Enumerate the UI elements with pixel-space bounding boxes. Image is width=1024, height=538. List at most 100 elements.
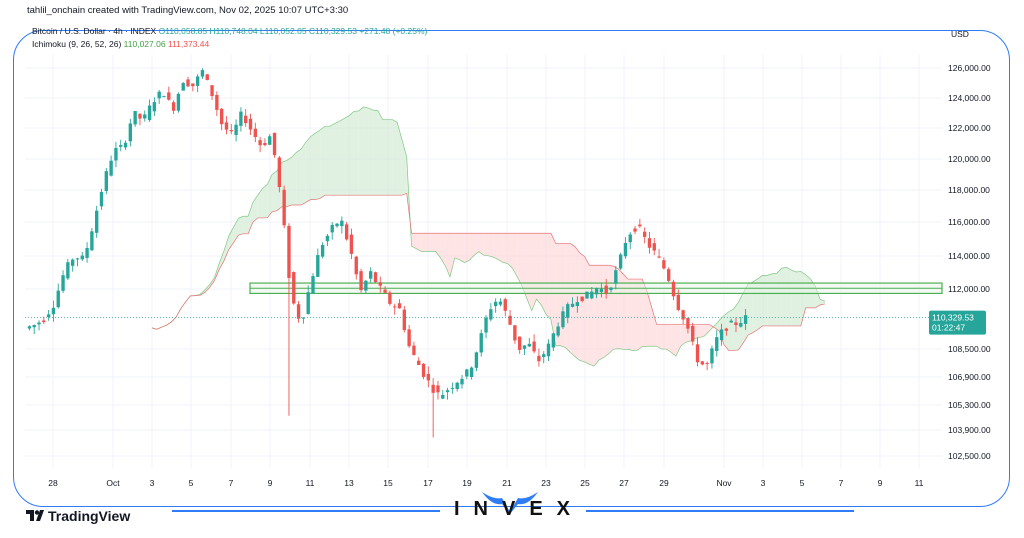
indicator-value-2: 111,373.44 [167,39,210,49]
candle-body [32,325,36,328]
y-tick-label: 124,000.00 [948,93,991,103]
tradingview-logo-text: TradingView [48,508,131,524]
kumo-segment [248,202,253,234]
x-tick-label: 9 [268,478,273,488]
y-tick-label: 122,000.00 [948,123,991,133]
x-tick-label: 5 [189,478,194,488]
candle-body [99,191,104,207]
y-tick-label: 120,000.00 [948,154,991,164]
kumo-segment [349,111,354,196]
candle-body [200,70,205,77]
candle-body [743,315,748,324]
candle-body [292,272,296,304]
candle-body [181,83,185,91]
kumo-segment [353,110,359,196]
kumo-segment [685,324,691,343]
kumo-segment [517,233,523,287]
kumo-segment [416,233,422,252]
kumo-segment [334,121,340,196]
kumo-segment [522,233,527,299]
kumo-segment [262,184,268,218]
currency-label[interactable]: USD [951,29,969,39]
kumo-segment [478,233,484,256]
candle-body [618,254,623,269]
candle-body [219,108,224,125]
candle-body [715,337,719,351]
candle-body [407,329,411,347]
y-tick-label: 116,000.00 [948,217,990,227]
kumo-segment [647,291,652,347]
candle-body [518,336,522,350]
x-tick-label: 23 [541,478,551,488]
candle-body [56,290,60,308]
kumo-segment [608,265,614,354]
candle-body [224,122,229,130]
candle-body [445,390,450,393]
candle-body [104,171,108,192]
kumo-segment [560,243,566,348]
y-tick-label: 112,000.00 [948,284,990,294]
kumo-segment [377,110,383,196]
kumo-segment [224,235,229,261]
candle-body [604,285,608,294]
kumo-segment [565,243,571,353]
candle-body [191,83,195,87]
candle-body [575,302,580,307]
kumo-segment [469,233,475,261]
candle-body [383,289,387,293]
watermark-line-right [586,510,854,512]
candle-body [325,235,330,242]
candle-body [186,79,190,87]
candle-body [287,225,291,278]
candle-body [542,354,546,358]
indicator-name[interactable]: Ichimoku (9, 26, 52, 26) [32,39,122,49]
candle-body [465,369,469,377]
symbol-name[interactable]: Bitcoin / U.S. Dollar · 4h · INDEX [32,26,157,36]
candle-body [700,361,705,365]
candle-body [253,128,257,138]
kumo-segment [440,233,446,266]
candle-body [282,189,286,226]
candle-body [397,303,402,309]
x-tick-label: 3 [761,478,766,488]
candle-body [609,287,613,291]
kumo-segment [598,265,604,361]
kumo-segment [291,152,297,206]
candle-body [306,292,310,314]
x-tick-label: 17 [423,478,433,488]
candle-body [633,228,637,232]
x-tick-label: 11 [915,478,924,488]
candle-body [431,384,435,393]
candle-body [248,118,253,130]
candle-body [215,94,219,110]
kumo-segment [589,265,595,366]
candle-body [316,255,320,277]
kumo-segment [286,157,292,207]
kumo-segment [488,233,494,258]
kumo-segment [219,250,225,270]
candle-body [657,256,661,258]
kumo-segment [541,233,547,315]
x-tick-label: 19 [462,478,472,488]
candle-body [388,292,392,304]
x-tick-label: 5 [800,478,805,488]
candle-body [133,111,137,125]
x-tick-label: 29 [659,478,669,488]
candle-body [734,322,738,326]
candle-body [436,385,440,393]
kumo-segment [368,108,374,196]
candle-body [128,123,133,142]
senkou-span-b [151,192,825,351]
candle-body [638,224,642,227]
kumo-segment [781,267,787,326]
x-tick-label: 11 [306,478,315,488]
kumo-segment [464,233,470,263]
candle-body [551,333,556,348]
candle-body [119,145,123,147]
candle-body [614,270,618,284]
y-tick-label: 114,000.00 [948,251,990,261]
candle-body [61,275,65,291]
x-tick-label: 15 [383,478,393,488]
candle-body [522,345,527,349]
